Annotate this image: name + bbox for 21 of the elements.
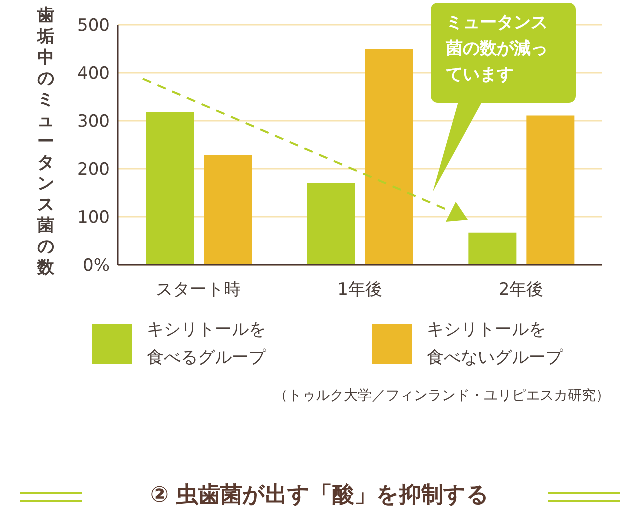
- y-tick-label: 500: [78, 16, 110, 36]
- bar: [146, 112, 194, 265]
- legend-label: キシリトールを食べないグループ: [427, 319, 563, 370]
- y-tick-label: 0%: [83, 256, 110, 276]
- y-tick-label: 100: [78, 208, 110, 228]
- bar: [204, 155, 252, 265]
- y-tick-label: 200: [78, 160, 110, 180]
- text: （トゥルク大学／フィンランド・ユリピエスカ研究）: [274, 387, 610, 405]
- x-tick-label: スタート時: [156, 280, 242, 300]
- x-tick-label: 2年後: [498, 280, 544, 300]
- annotation: ミュータンス菌の数が減っています: [446, 12, 549, 87]
- bar: [365, 49, 414, 265]
- bar: [526, 116, 575, 265]
- text: 歯垢中のミュータンス菌の数: [38, 6, 54, 278]
- bar: [468, 232, 517, 265]
- text: ② 虫歯菌が出す「酸」を抑制する: [149, 482, 491, 510]
- y-tick-label: 400: [78, 64, 110, 84]
- bar: [307, 183, 356, 265]
- legend-label: キシリトールを食べるグループ: [147, 319, 266, 370]
- y-tick-label: 300: [78, 112, 110, 132]
- x-tick-label: 1年後: [338, 280, 382, 300]
